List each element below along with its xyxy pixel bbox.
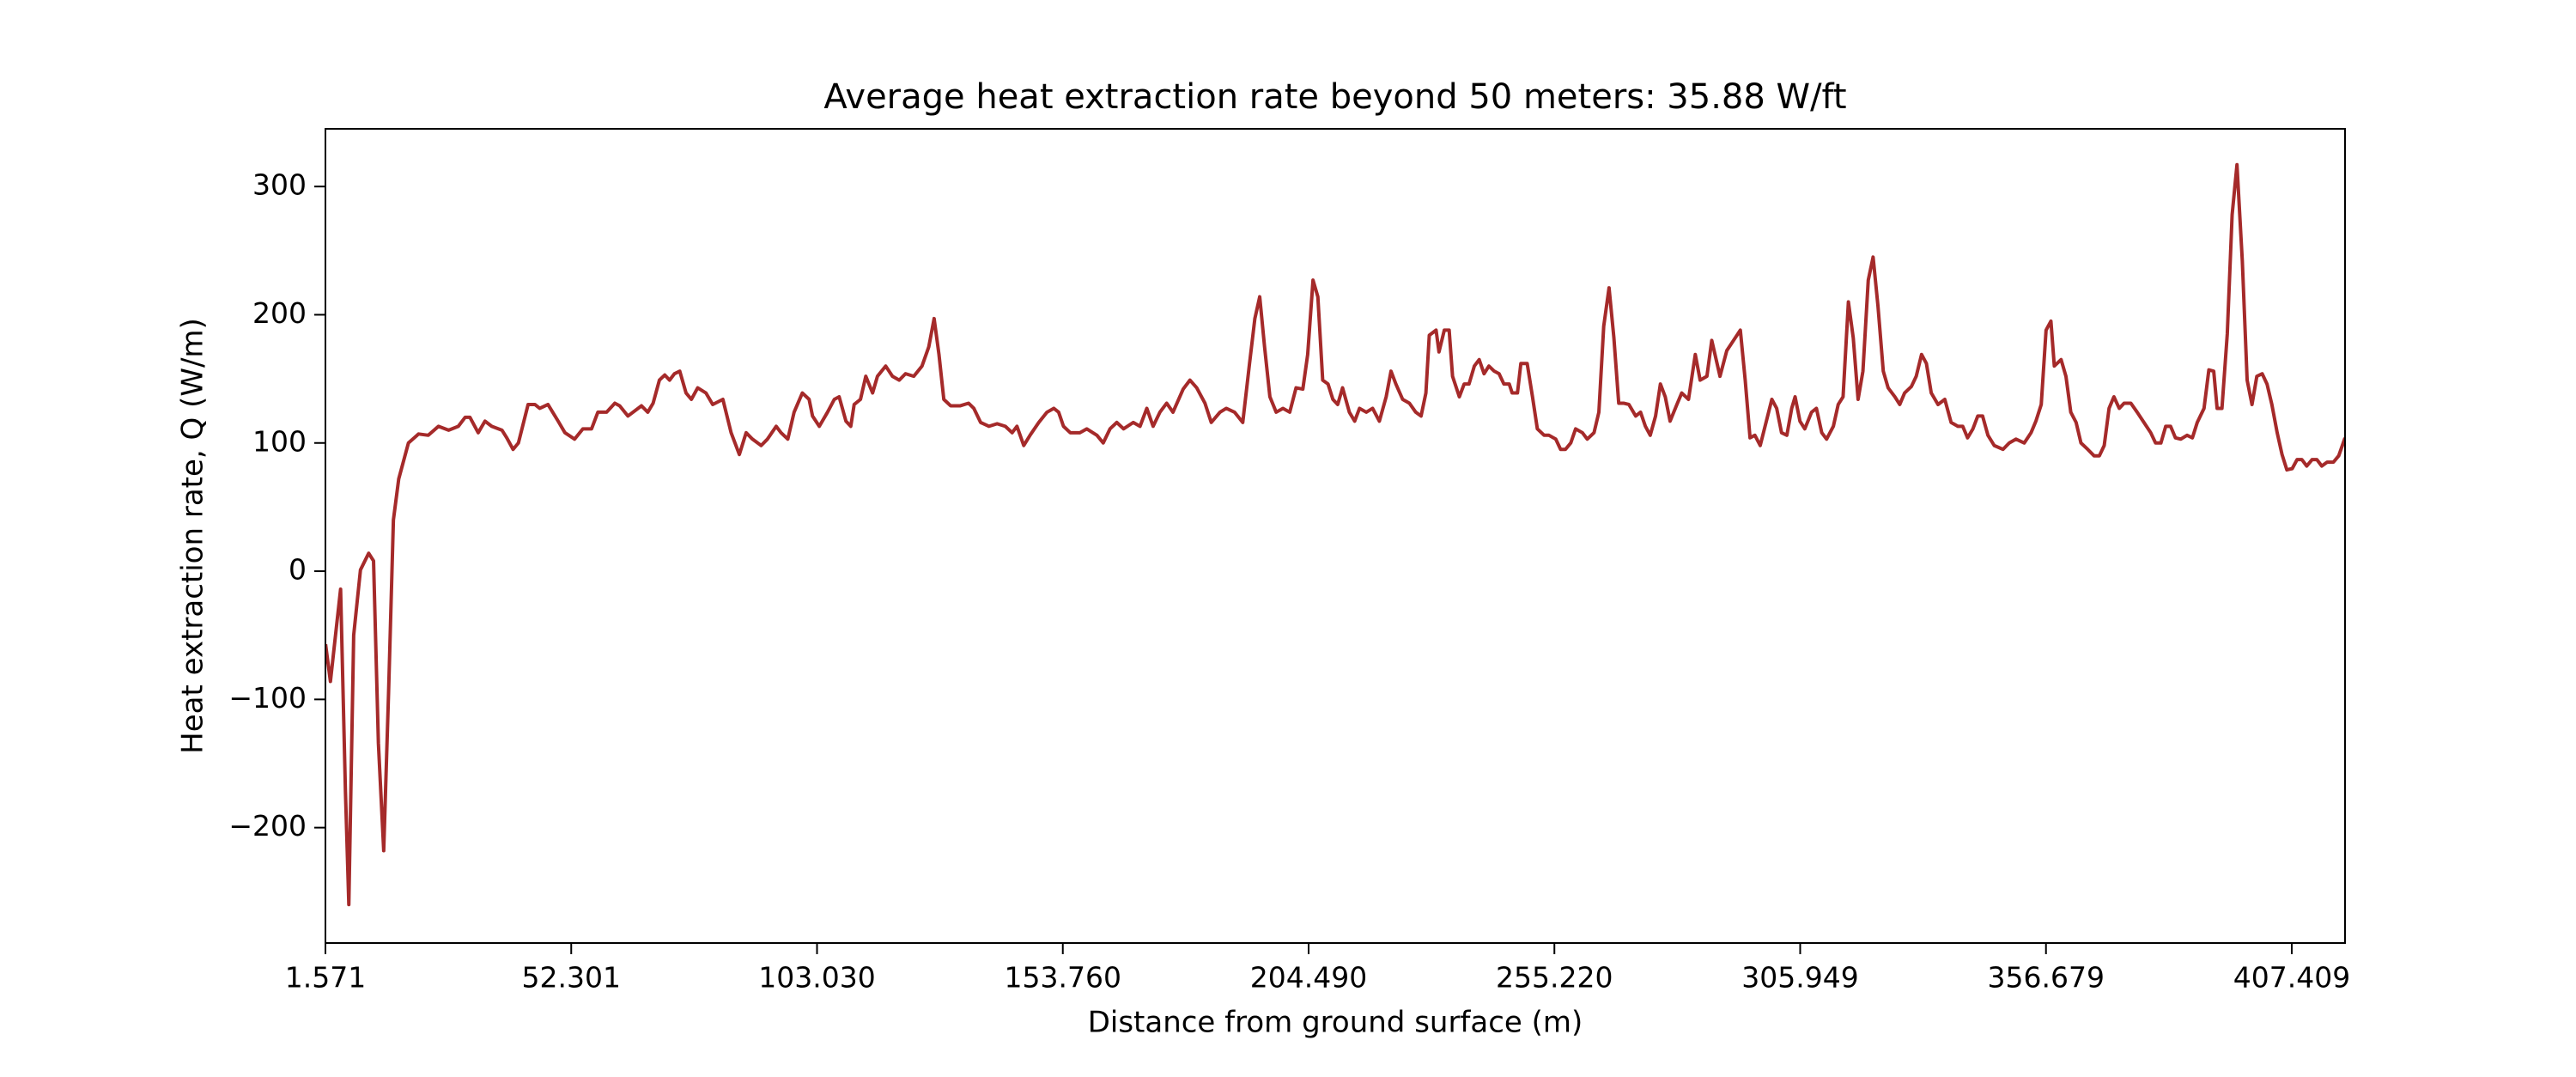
chart-title: Average heat extraction rate beyond 50 m…: [823, 77, 1846, 117]
x-tick-label: 407.409: [2233, 961, 2350, 995]
y-tick-label: 100: [252, 424, 307, 458]
x-tick-label: 1.571: [285, 961, 366, 995]
y-tick-label: −100: [228, 681, 307, 715]
y-axis-label: Heat extraction rate, Q (W/m): [176, 318, 210, 754]
x-tick-label: 305.949: [1741, 961, 1858, 995]
data-line: [325, 162, 2345, 907]
x-tick-label: 356.679: [1987, 961, 2104, 995]
x-tick-label: 255.220: [1496, 961, 1613, 995]
y-tick-label: 300: [252, 168, 307, 202]
x-tick-label: 103.030: [758, 961, 875, 995]
y-tick-label: 200: [252, 296, 307, 330]
x-tick-label: 52.301: [522, 961, 621, 995]
x-tick-label: 204.490: [1250, 961, 1367, 995]
x-axis-label: Distance from ground surface (m): [1088, 1006, 1583, 1040]
x-tick-label: 153.760: [1005, 961, 1121, 995]
y-tick-label: −200: [228, 809, 307, 843]
plot-frame: [325, 128, 2346, 944]
y-tick-label: 0: [289, 553, 307, 587]
